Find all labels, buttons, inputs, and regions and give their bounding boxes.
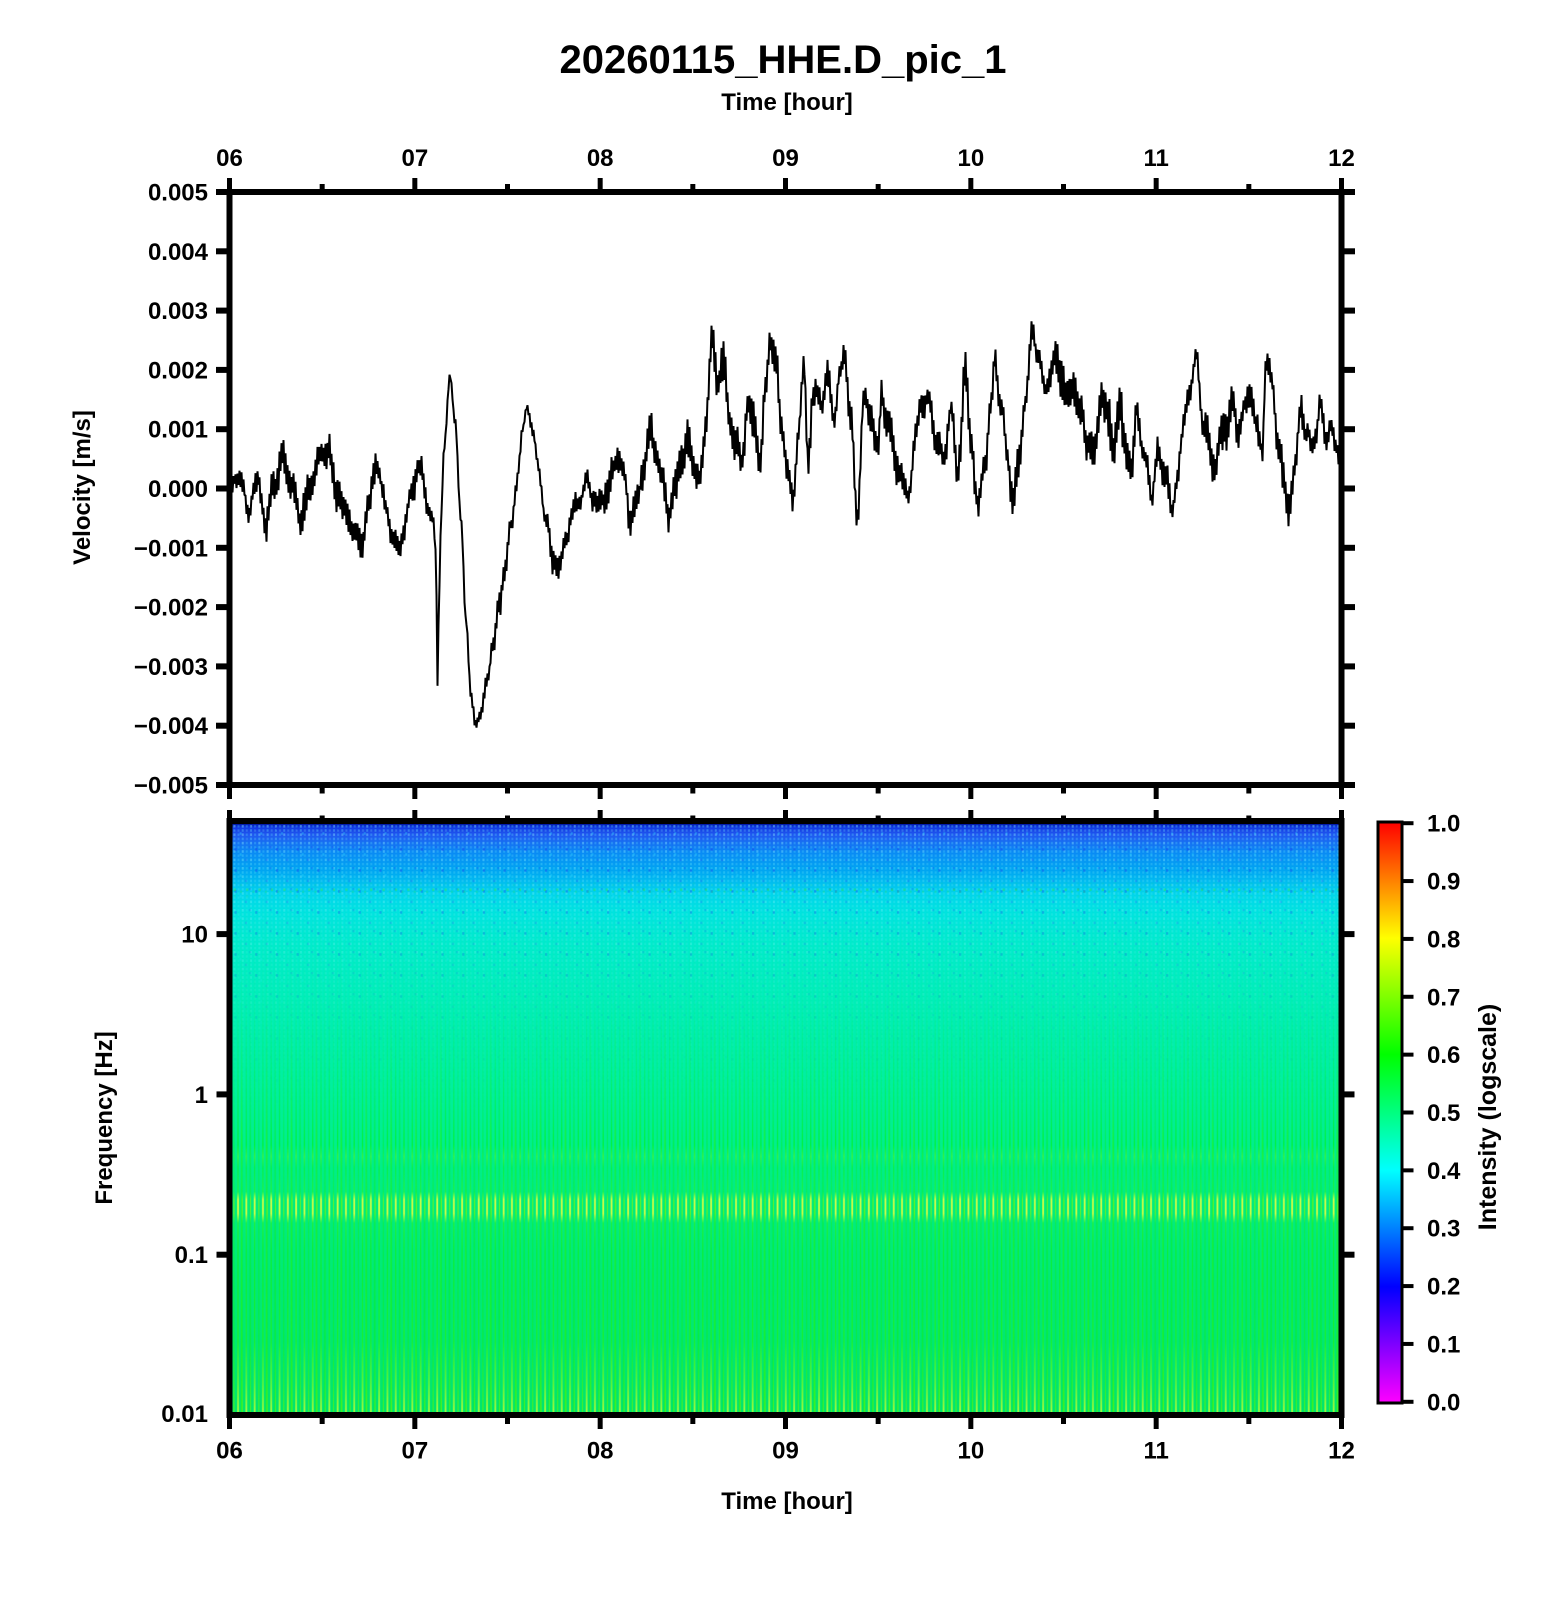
svg-text:0.002: 0.002 [148,357,208,384]
svg-text:11: 11 [1143,1438,1168,1465]
svg-text:0.01: 0.01 [161,1401,208,1428]
svg-text:07: 07 [401,145,428,172]
svg-text:07: 07 [401,1438,428,1465]
svg-text:20260115_HHE.D_pic_1: 20260115_HHE.D_pic_1 [560,38,1007,82]
svg-text:−0.002: −0.002 [134,595,208,622]
svg-text:10: 10 [957,1438,984,1465]
svg-text:06: 06 [216,145,243,172]
svg-text:0.1: 0.1 [175,1242,208,1269]
svg-text:0.2: 0.2 [1427,1274,1460,1301]
svg-text:09: 09 [772,145,799,172]
svg-text:08: 08 [587,1438,614,1465]
svg-text:09: 09 [772,1438,799,1465]
svg-text:1.0: 1.0 [1427,811,1460,838]
svg-text:0.3: 0.3 [1427,1216,1460,1243]
svg-text:0.8: 0.8 [1427,926,1460,953]
svg-text:0.0: 0.0 [1427,1389,1460,1416]
svg-text:10: 10 [181,922,208,949]
svg-text:0.005: 0.005 [148,180,208,207]
svg-text:0.4: 0.4 [1427,1158,1461,1185]
svg-text:Time [hour]: Time [hour] [721,1488,853,1515]
svg-text:12: 12 [1328,1438,1355,1465]
svg-text:0.5: 0.5 [1427,1100,1460,1127]
svg-text:−0.004: −0.004 [134,713,209,740]
svg-text:0.000: 0.000 [148,476,208,503]
svg-text:10: 10 [957,145,984,172]
svg-text:0.6: 0.6 [1427,1042,1460,1069]
svg-text:0.001: 0.001 [148,417,208,444]
svg-text:12: 12 [1328,145,1355,172]
svg-text:06: 06 [216,1438,243,1465]
svg-text:0.7: 0.7 [1427,984,1460,1011]
svg-text:1: 1 [195,1082,208,1109]
svg-text:−0.001: −0.001 [134,535,208,562]
svg-text:Intensity (logscale): Intensity (logscale) [1474,1004,1502,1230]
svg-text:0.003: 0.003 [148,298,208,325]
svg-text:0.004: 0.004 [148,239,209,266]
svg-text:−0.003: −0.003 [134,654,208,681]
svg-text:08: 08 [587,145,614,172]
svg-text:Time [hour]: Time [hour] [721,89,853,116]
svg-text:0.9: 0.9 [1427,869,1460,896]
svg-text:Velocity [m/s]: Velocity [m/s] [69,410,96,565]
svg-text:0.1: 0.1 [1427,1331,1460,1358]
svg-text:−0.005: −0.005 [134,773,208,800]
svg-text:11: 11 [1143,145,1168,172]
svg-text:Frequency [Hz]: Frequency [Hz] [91,1031,118,1204]
